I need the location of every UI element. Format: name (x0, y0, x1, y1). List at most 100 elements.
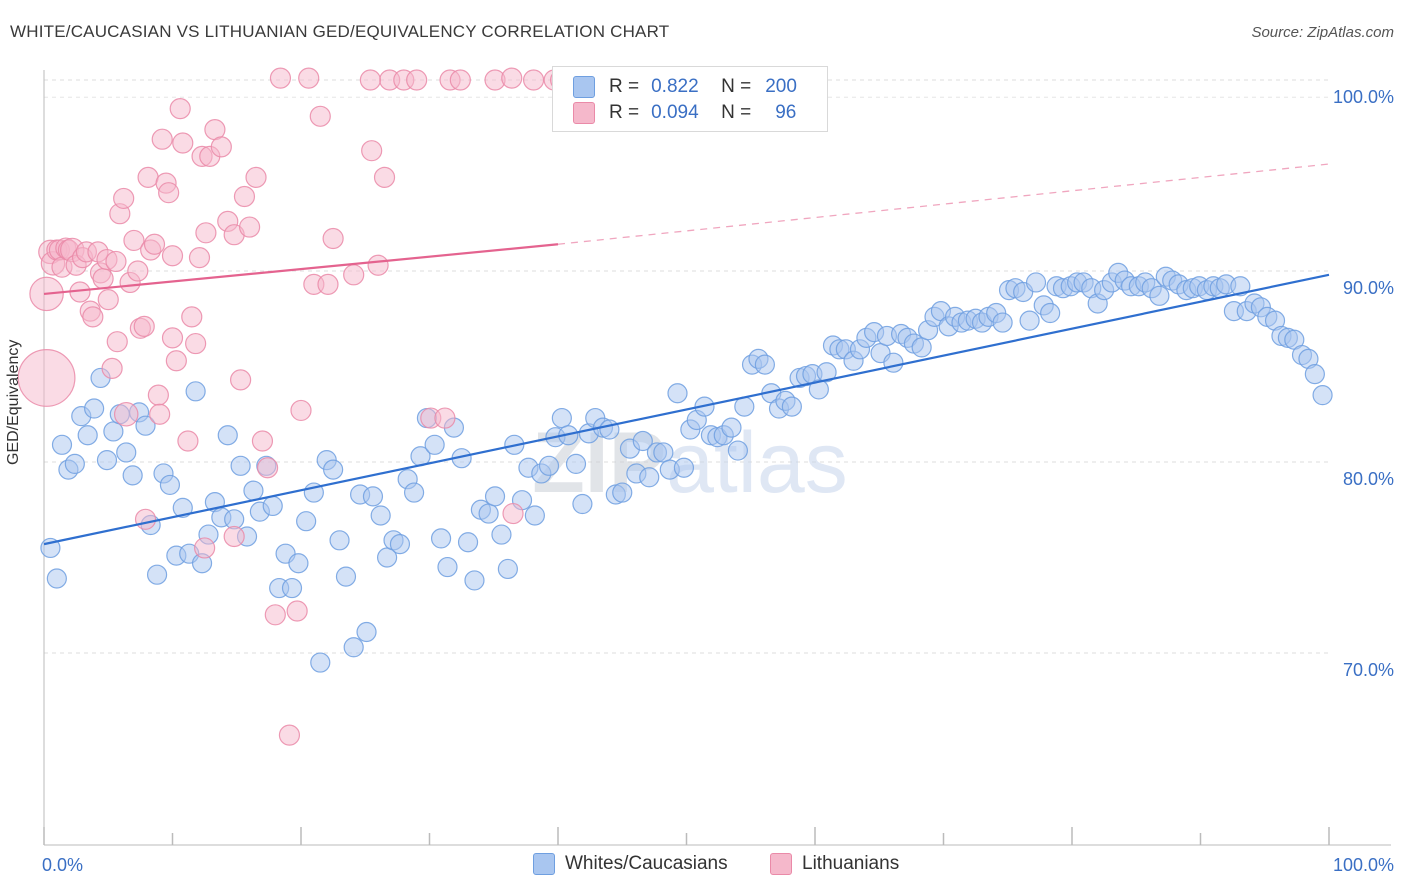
legend-item-lithuanians[interactable]: Lithuanians (770, 852, 899, 876)
legend-swatch-pink (573, 102, 595, 124)
lithuanians-point-63 (290, 399, 312, 422)
trend-lines (43, 163, 1330, 546)
legend-item-whites[interactable]: Whites/Caucasians (533, 852, 728, 876)
n-value: 96 (775, 102, 797, 123)
whites-point-69 (491, 524, 512, 545)
axes (43, 70, 1391, 846)
lithuanians-point-22 (105, 250, 127, 273)
whites-point-54 (389, 534, 411, 555)
whites-point-32 (243, 480, 264, 501)
lithuanians-point-15 (82, 306, 104, 328)
whites-point-15 (135, 415, 156, 436)
lithuanians-point-28 (127, 260, 149, 282)
whites-point-189 (1304, 364, 1325, 385)
lithuanians-point-42 (177, 430, 199, 452)
n-value: 200 (765, 76, 797, 97)
source-label: Source: ZipAtlas.com (1251, 24, 1394, 41)
lithuanians-point-73 (406, 69, 428, 91)
whites-point-50 (362, 486, 384, 507)
whites-point-85 (599, 419, 620, 440)
lithuanians-point-54 (233, 185, 256, 208)
whites-point-131 (911, 337, 932, 358)
lithuanians-point-57 (251, 430, 274, 452)
whites-point-21 (172, 497, 193, 518)
lithuanians-point-93 (133, 315, 155, 337)
y-tick-label-90: 90.0% (1342, 278, 1394, 298)
whites-point-143 (992, 312, 1013, 333)
lithuanians-point-25 (113, 401, 139, 427)
lithuanians-point-24 (113, 187, 135, 210)
legend-label: Lithuanians (802, 853, 900, 874)
legend-label: Whites/Caucasians (565, 853, 728, 874)
whites-point-61 (437, 556, 458, 578)
whites-point-46 (335, 566, 357, 587)
whites-point-45 (329, 530, 350, 551)
whites-point-147 (1019, 310, 1040, 331)
stats-legend: R = 0.822 N = 200 R = 0.094 N = 96 (552, 66, 828, 132)
whites-point-51 (370, 505, 391, 526)
whites-point-39 (288, 553, 309, 574)
n-label: N = (721, 76, 752, 97)
lithuanians-point-87 (298, 67, 320, 89)
whites-point-150 (1040, 302, 1061, 324)
whites-point-44 (323, 459, 344, 480)
lithuanians-point-41 (172, 132, 194, 154)
whites-point-17 (146, 564, 168, 585)
whites-point-59 (424, 434, 445, 455)
series-lithuanians (17, 67, 640, 746)
lithuanians-point-43 (181, 306, 203, 328)
whites-point-60 (430, 528, 452, 549)
whites-point-9 (96, 449, 118, 471)
series-whites-caucasians (40, 262, 1333, 673)
lithuanians-point-67 (322, 227, 344, 250)
r-value: 0.822 (651, 76, 699, 97)
whites-point-12 (116, 442, 137, 463)
lithuanians-point-79 (522, 69, 545, 91)
whites-point-35 (262, 495, 283, 517)
n-label: N = (721, 102, 752, 123)
whites-point-7 (84, 398, 105, 419)
lithuanians-point-35 (151, 128, 173, 150)
trend-line-lithuanians-extrapolated (557, 163, 1330, 245)
whites-point-56 (403, 482, 425, 503)
lithuanians-point-68 (343, 264, 365, 286)
whites-point-67 (478, 503, 499, 524)
lithuanians-point-33 (143, 233, 166, 255)
whites-point-28 (217, 425, 238, 446)
lithuanians-point-18 (92, 268, 114, 290)
r-label: R = (609, 76, 640, 97)
lithuanians-point-37 (158, 182, 180, 204)
lithuanians-point-20 (97, 289, 119, 311)
lithuanians-point-65 (309, 105, 331, 127)
whites-point-81 (572, 493, 593, 515)
lithuanians-point-70 (373, 166, 396, 189)
lithuanians-point-40 (169, 98, 191, 120)
whites-point-64 (457, 532, 479, 553)
lithuanians-point-84 (161, 327, 184, 349)
lithuanians-point-44 (185, 332, 207, 355)
whites-point-87 (612, 482, 633, 503)
legend-swatch-blue (533, 853, 555, 875)
x-tick-label-min: 0.0% (42, 855, 84, 875)
whites-point-40 (296, 511, 317, 532)
lithuanians-point-1 (17, 349, 76, 407)
legend-swatch-blue (573, 76, 595, 98)
whites-point-190 (1312, 385, 1333, 406)
lithuanians-point-89 (367, 254, 389, 276)
whites-point-95 (667, 383, 688, 404)
lithuanians-point-94 (149, 403, 171, 425)
whites-point-112 (781, 396, 802, 417)
whites-point-2 (51, 434, 73, 455)
lithuanians-point-56 (245, 166, 267, 189)
lithuanians-point-47 (195, 222, 217, 244)
whites-point-19 (159, 474, 181, 496)
lithuanians-point-27 (123, 229, 145, 252)
whites-point-108 (754, 354, 775, 375)
grid-lines (44, 79, 1329, 654)
whites-point-30 (230, 455, 251, 476)
lithuanians-point-50 (210, 136, 232, 158)
lithuanians-point-53 (230, 369, 252, 391)
whites-point-42 (310, 652, 331, 673)
lithuanians-point-21 (101, 357, 123, 380)
lithuanians-point-69 (361, 140, 383, 162)
